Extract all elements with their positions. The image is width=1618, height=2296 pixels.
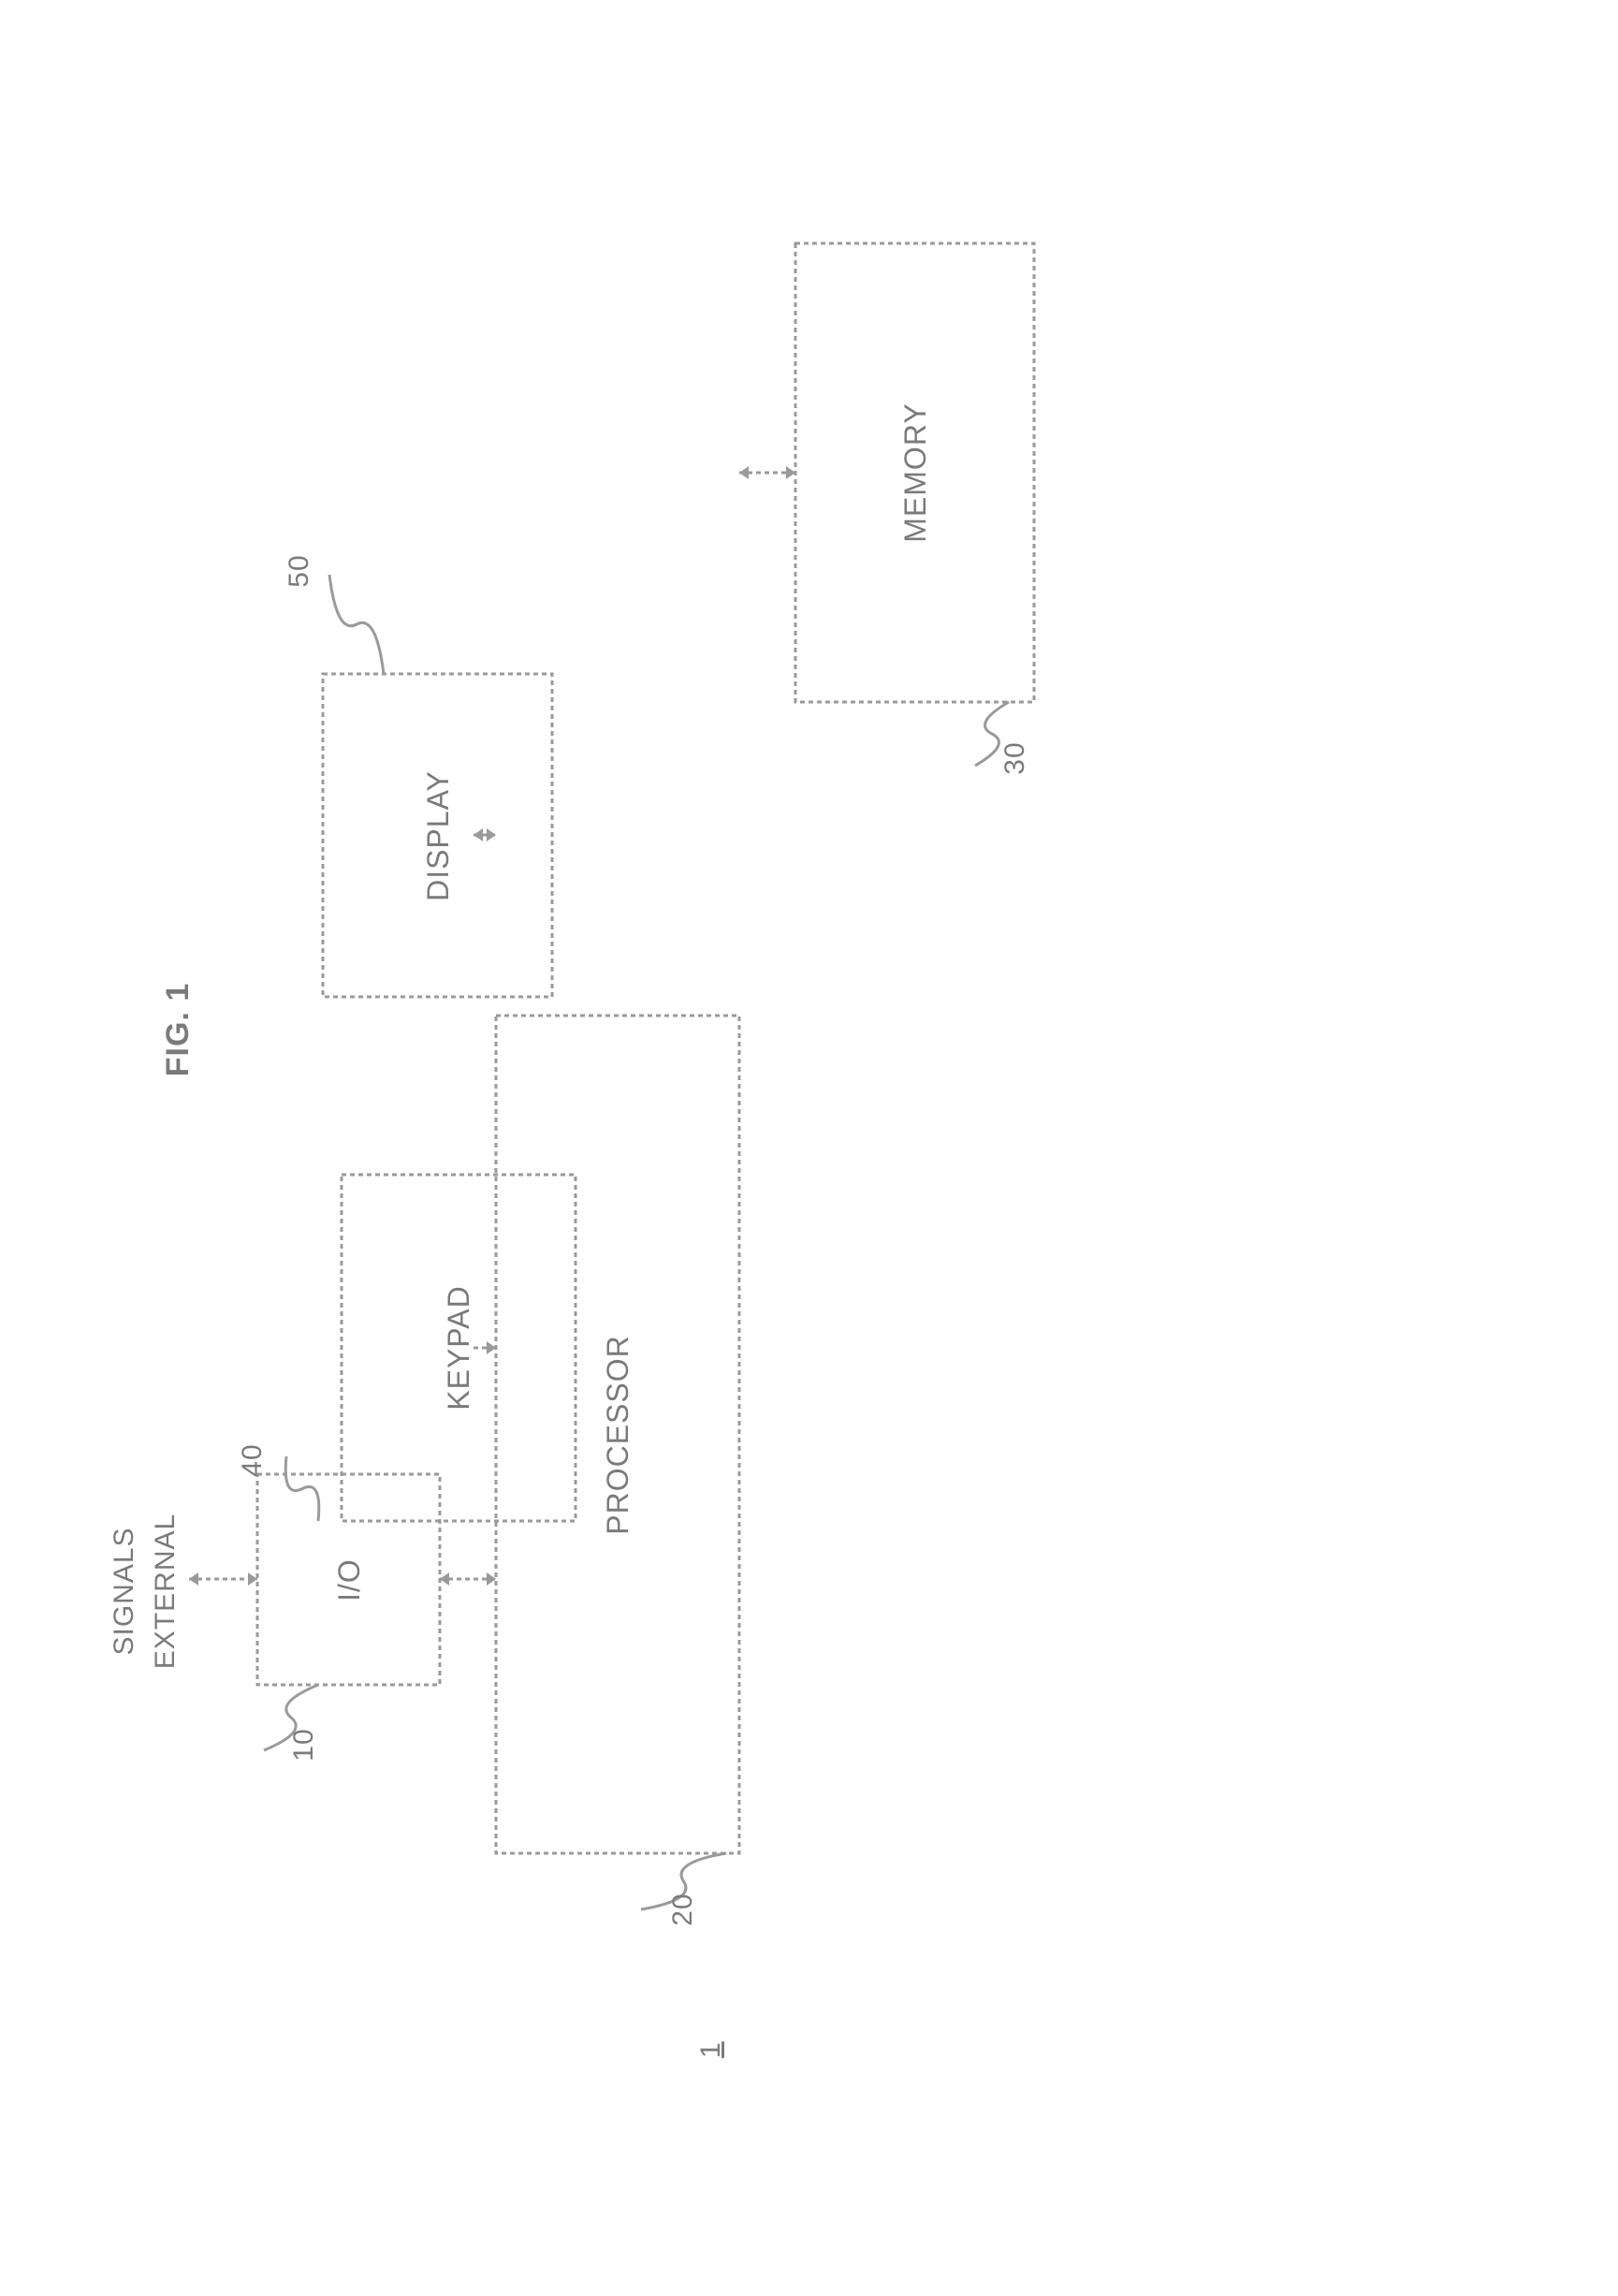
keypad-block-label: KEYPAD — [435, 1161, 482, 1535]
display-block-label: DISPLAY — [415, 649, 461, 1023]
io-ref-label: 10 — [281, 1557, 328, 1932]
io-block-label: I/O — [326, 1393, 372, 1767]
external-signals-label-2: SIGNALS — [101, 1404, 148, 1778]
display-ref-label: 50 — [276, 384, 323, 758]
keypad-ref-label: 40 — [229, 1273, 276, 1647]
processor-block-label: PROCESSOR — [594, 1248, 641, 1622]
system-ref-label: 1 — [688, 1863, 735, 2237]
figure-caption: FIG. 1 — [154, 842, 201, 1217]
memory-ref-label: 30 — [992, 571, 1039, 945]
memory-block-label: MEMORY — [892, 285, 939, 660]
diagram-svg — [0, 0, 1618, 2296]
external-signals-label-1: EXTERNAL — [142, 1404, 189, 1778]
